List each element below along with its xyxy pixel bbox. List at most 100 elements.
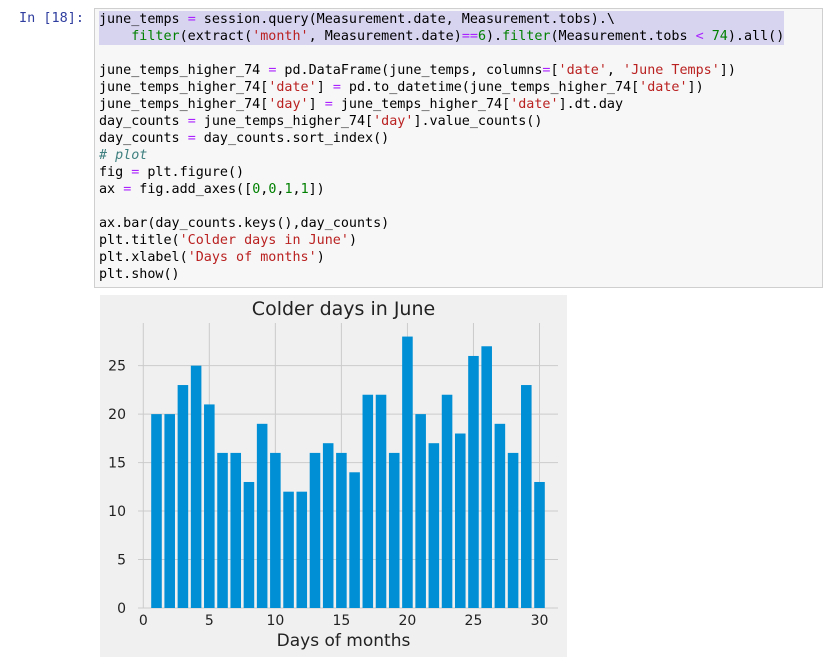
- code-token: 0: [268, 182, 277, 197]
- code-token: ,: [260, 182, 269, 197]
- bar: [151, 414, 162, 608]
- code-token: 'Days of months': [187, 250, 317, 265]
- code-line[interactable]: ax = fig.add_axes([0,0,1,1]): [99, 181, 784, 198]
- code-token: [704, 29, 712, 44]
- bar: [230, 452, 242, 608]
- code-token: filter: [131, 29, 180, 44]
- y-tick-label: 5: [117, 553, 126, 569]
- bar: [270, 452, 281, 608]
- code-token: june_temps_higher_74: [99, 63, 269, 78]
- code-token: june_temps_higher_74[: [99, 80, 269, 95]
- code-token: june_temps: [99, 12, 188, 27]
- code-token: session.query(Measurement.date, Measurem…: [195, 12, 615, 27]
- cell-output: 0 5 10 15 20 25 30 0 5 10 15 20 25 Colder days in Jun…: [100, 295, 567, 657]
- code-token: 'date': [639, 80, 688, 95]
- bar: [256, 423, 268, 608]
- code-line[interactable]: june_temps_higher_74['date'] = pd.to_dat…: [99, 79, 784, 96]
- code-token: 'month': [252, 29, 309, 44]
- bar: [204, 404, 215, 608]
- chart-title: Colder days in June: [252, 298, 435, 320]
- code-cell-editor[interactable]: june_temps = session.query(Measurement.d…: [94, 8, 823, 288]
- bar: [322, 443, 334, 608]
- bar: [375, 394, 387, 608]
- bar: [494, 423, 506, 608]
- bar: [454, 433, 466, 608]
- bar: [415, 414, 426, 608]
- code-line[interactable]: plt.xlabel('Days of months'): [99, 249, 784, 266]
- code-token: # plot: [99, 148, 148, 163]
- bar: [402, 336, 413, 608]
- code-token: 'day': [268, 97, 309, 112]
- code-token: (extract(: [179, 29, 253, 44]
- code-token: [99, 29, 131, 44]
- code-token: ): [316, 250, 325, 265]
- code-token: 0: [252, 182, 261, 197]
- bar: [309, 452, 321, 608]
- code-token: ]: [308, 97, 325, 112]
- cell-prompt: In [18]:: [19, 10, 85, 26]
- code-token: =: [324, 97, 333, 112]
- code-token: =: [187, 12, 196, 27]
- code-token: , Measurement.date): [308, 29, 462, 44]
- code-token: ): [348, 233, 357, 248]
- code-token: ==: [461, 29, 478, 44]
- y-tick-label: 20: [108, 407, 126, 423]
- code-token: ]): [687, 80, 704, 95]
- x-axis-label: Days of months: [277, 631, 411, 651]
- code-token: fig: [99, 165, 132, 180]
- code-token: =: [542, 63, 551, 78]
- code-line[interactable]: day_counts = day_counts.sort_index(): [99, 130, 784, 147]
- code-token: 'day': [373, 114, 414, 129]
- code-token: fig.add_axes([: [131, 182, 253, 197]
- code-token: 1: [284, 182, 293, 197]
- code-line[interactable]: ax.bar(day_counts.keys(),day_counts): [99, 215, 784, 232]
- code-token: ].value_counts(): [413, 114, 543, 129]
- code-token: day_counts: [99, 114, 188, 129]
- x-tick-label: 10: [266, 613, 284, 629]
- bar: [521, 385, 532, 608]
- code-token: ,: [606, 63, 624, 78]
- code-line[interactable]: plt.show(): [99, 266, 784, 283]
- code-token: ax.bar(day_counts.keys(),day_counts): [99, 216, 390, 231]
- code-token: (Measurement.tobs: [550, 29, 696, 44]
- code-token: day_counts.sort_index(): [195, 131, 390, 146]
- code-token: 'date': [268, 80, 317, 95]
- bar: [441, 394, 453, 608]
- code-token: pd.to_datetime(june_temps_higher_74[: [340, 80, 640, 95]
- x-tick-label: 0: [139, 613, 148, 629]
- code-token: 6: [477, 29, 486, 44]
- bar: [362, 394, 374, 608]
- y-tick-label: 0: [117, 601, 126, 617]
- code-token: ,: [292, 182, 301, 197]
- bar: [190, 365, 202, 608]
- code-line[interactable]: [99, 45, 784, 62]
- code-line[interactable]: fig = plt.figure(): [99, 164, 784, 181]
- code-token: june_temps_higher_74[: [99, 97, 269, 112]
- y-tick-label: 10: [108, 504, 126, 520]
- code-token: june_temps_higher_74[: [195, 114, 374, 129]
- code-token: plt.title(: [99, 233, 180, 248]
- code-token: 'Colder days in June': [179, 233, 349, 248]
- code-line[interactable]: june_temps_higher_74 = pd.DataFrame(june…: [99, 62, 784, 79]
- bar: [296, 491, 308, 608]
- code-line[interactable]: june_temps_higher_74['day'] = june_temps…: [99, 96, 784, 113]
- code-token: ax: [99, 182, 124, 197]
- bar: [388, 452, 400, 608]
- code-block[interactable]: june_temps = session.query(Measurement.d…: [99, 11, 785, 283]
- code-token: =: [268, 63, 277, 78]
- code-token: 1: [300, 182, 309, 197]
- code-line[interactable]: filter(extract('month', Measurement.date…: [99, 28, 785, 45]
- code-token: =: [131, 165, 140, 180]
- code-line[interactable]: june_temps = session.query(Measurement.d…: [99, 11, 785, 28]
- code-line[interactable]: # plot: [99, 147, 784, 164]
- code-token: =: [187, 114, 196, 129]
- bar-chart: 0 5 10 15 20 25 30 0 5 10 15 20 25 Colder days in Jun…: [100, 295, 567, 657]
- bar: [349, 472, 360, 608]
- code-token: plt.xlabel(: [99, 250, 188, 265]
- code-line[interactable]: plt.title('Colder days in June'): [99, 232, 784, 249]
- code-token: ].dt.day: [558, 97, 624, 112]
- code-line[interactable]: day_counts = june_temps_higher_74['day']…: [99, 113, 784, 130]
- code-token: ]: [316, 80, 333, 95]
- code-token: [: [550, 63, 559, 78]
- code-line[interactable]: [99, 198, 784, 215]
